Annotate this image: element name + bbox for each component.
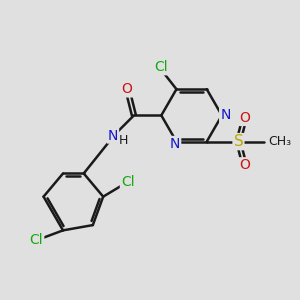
Text: Cl: Cl (30, 233, 43, 248)
Text: Cl: Cl (154, 60, 167, 74)
Text: O: O (240, 158, 250, 172)
Text: N: N (170, 137, 180, 151)
Text: Cl: Cl (121, 175, 134, 189)
Text: H: H (119, 134, 128, 147)
Text: O: O (121, 82, 132, 96)
Text: N: N (220, 108, 230, 122)
Text: S: S (234, 134, 243, 149)
Text: CH₃: CH₃ (269, 135, 292, 148)
Text: O: O (240, 111, 250, 125)
Text: N: N (108, 129, 118, 142)
